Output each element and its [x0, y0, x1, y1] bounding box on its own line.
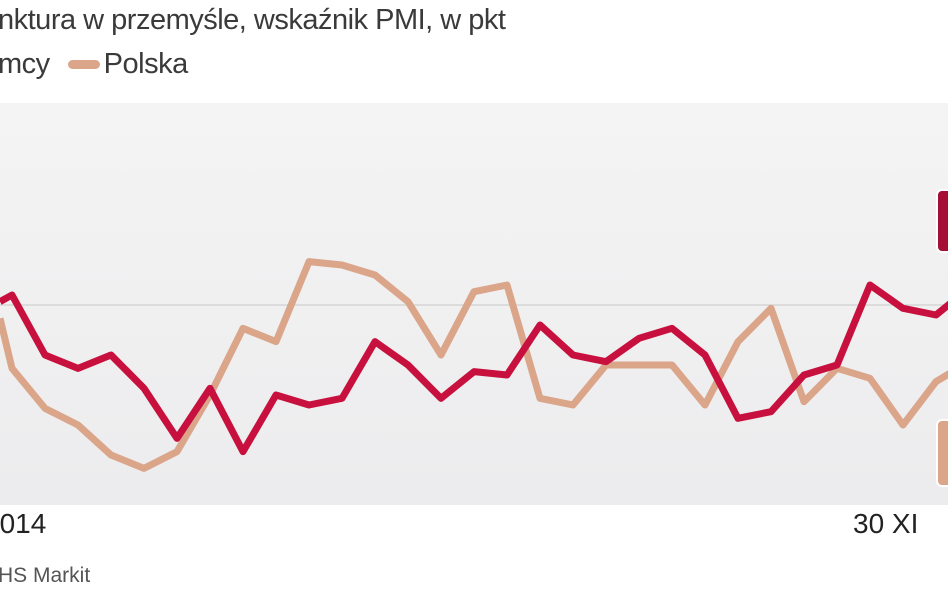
legend-label-polska: Polska	[103, 48, 189, 80]
legend: mcy Polska	[0, 48, 188, 81]
legend-swatch-polska	[67, 60, 100, 69]
end-label-niemcy	[936, 189, 948, 253]
legend-label-niemcy: mcy	[0, 48, 50, 80]
chart-title: nktura w przemyśle, wskaźnik PMI, w pkt	[0, 4, 506, 36]
x-tick-label: 2014	[0, 508, 47, 539]
source-note: HS Markit	[0, 564, 91, 587]
x-tick-label: 30 XI	[853, 508, 919, 539]
end-label-polska	[936, 419, 948, 487]
plot-background	[0, 103, 948, 505]
